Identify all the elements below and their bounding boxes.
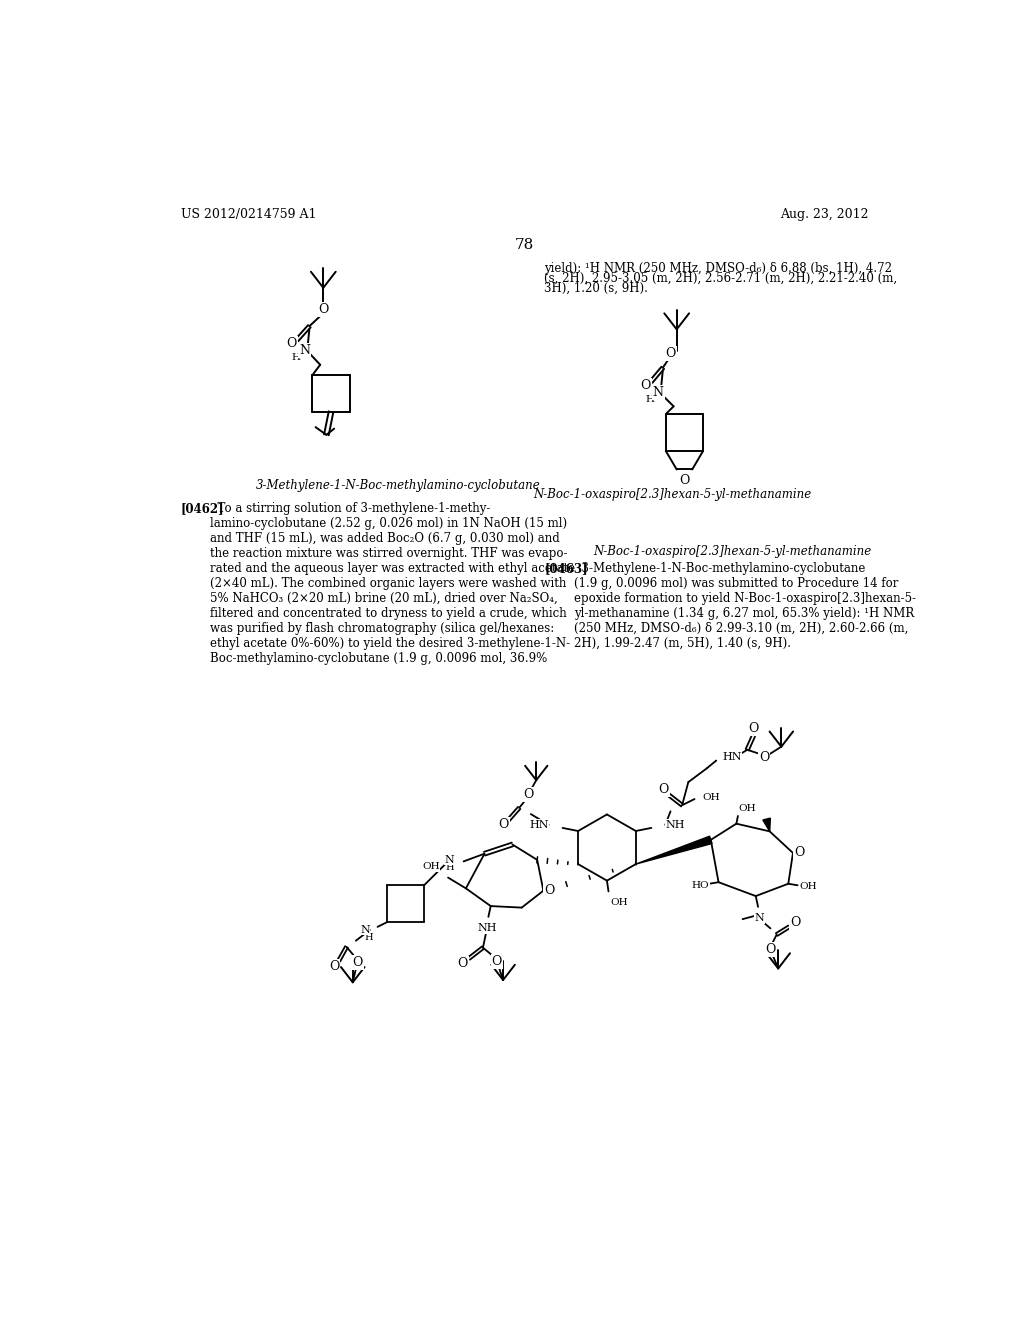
Text: [0463]: [0463] (544, 562, 588, 576)
Text: O: O (679, 474, 689, 487)
Text: US 2012/0214759 A1: US 2012/0214759 A1 (180, 209, 316, 222)
Text: O: O (791, 916, 801, 929)
Text: N: N (444, 855, 455, 865)
Text: HN: HN (722, 752, 742, 763)
Text: OH: OH (422, 862, 440, 871)
Text: O: O (749, 722, 759, 735)
Text: 3H), 1.20 (s, 9H).: 3H), 1.20 (s, 9H). (544, 281, 648, 294)
Text: OH: OH (702, 793, 720, 803)
Text: OH: OH (611, 898, 629, 907)
Text: To a stirring solution of 3-methylene-1-methy-
lamino-cyclobutane (2.52 g, 0.026: To a stirring solution of 3-methylene-1-… (210, 502, 575, 665)
Text: HN: HN (529, 820, 549, 830)
Text: O: O (499, 818, 509, 832)
Text: Aug. 23, 2012: Aug. 23, 2012 (780, 209, 869, 222)
Text: O: O (545, 884, 555, 898)
Text: yield): ¹H NMR (250 MHz, DMSO-d₆) δ 6.88 (bs, 1H), 4.72: yield): ¹H NMR (250 MHz, DMSO-d₆) δ 6.88… (544, 261, 892, 275)
Text: N: N (299, 343, 310, 356)
Text: H: H (365, 933, 374, 942)
Text: O: O (658, 783, 669, 796)
Text: N: N (360, 925, 370, 935)
Text: O: O (759, 751, 769, 764)
Text: 78: 78 (515, 238, 535, 252)
Text: OH: OH (738, 804, 756, 813)
Text: O: O (666, 347, 676, 360)
Text: O: O (329, 961, 339, 973)
Text: N-Boc-1-oxaspiro[2.3]hexan-5-yl-methanamine: N-Boc-1-oxaspiro[2.3]hexan-5-yl-methanam… (593, 545, 871, 558)
Text: O: O (523, 788, 534, 800)
Text: (s, 2H), 2.95-3.05 (m, 2H), 2.56-2.71 (m, 2H), 2.21-2.40 (m,: (s, 2H), 2.95-3.05 (m, 2H), 2.56-2.71 (m… (544, 272, 897, 285)
Text: OH: OH (799, 882, 817, 891)
Text: 3-Methylene-1-N-Boc-methylamino-cyclobutane: 3-Methylene-1-N-Boc-methylamino-cyclobut… (256, 479, 541, 492)
Text: O: O (352, 956, 362, 969)
Text: H: H (445, 863, 454, 873)
Text: NH: NH (477, 923, 497, 933)
Polygon shape (763, 818, 770, 832)
Text: N-Boc-1-oxaspiro[2.3]hexan-5-yl-methanamine: N-Boc-1-oxaspiro[2.3]hexan-5-yl-methanam… (534, 488, 812, 502)
Text: O: O (458, 957, 468, 970)
Text: O: O (794, 846, 804, 859)
Text: O: O (765, 944, 775, 957)
Text: NH: NH (666, 820, 685, 830)
Text: H: H (292, 352, 301, 362)
Text: H: H (645, 395, 654, 404)
Polygon shape (636, 836, 712, 865)
Text: O: O (641, 379, 651, 392)
Text: O: O (287, 338, 297, 351)
Text: [0462]: [0462] (180, 502, 224, 515)
Text: N: N (755, 913, 765, 923)
Text: N: N (652, 385, 664, 399)
Text: O: O (318, 302, 329, 315)
Text: 3-Methylene-1-N-Boc-methylamino-cyclobutane
(1.9 g, 0.0096 mol) was submitted to: 3-Methylene-1-N-Boc-methylamino-cyclobut… (573, 562, 915, 649)
Text: O: O (492, 954, 502, 968)
Text: HO: HO (691, 880, 710, 890)
